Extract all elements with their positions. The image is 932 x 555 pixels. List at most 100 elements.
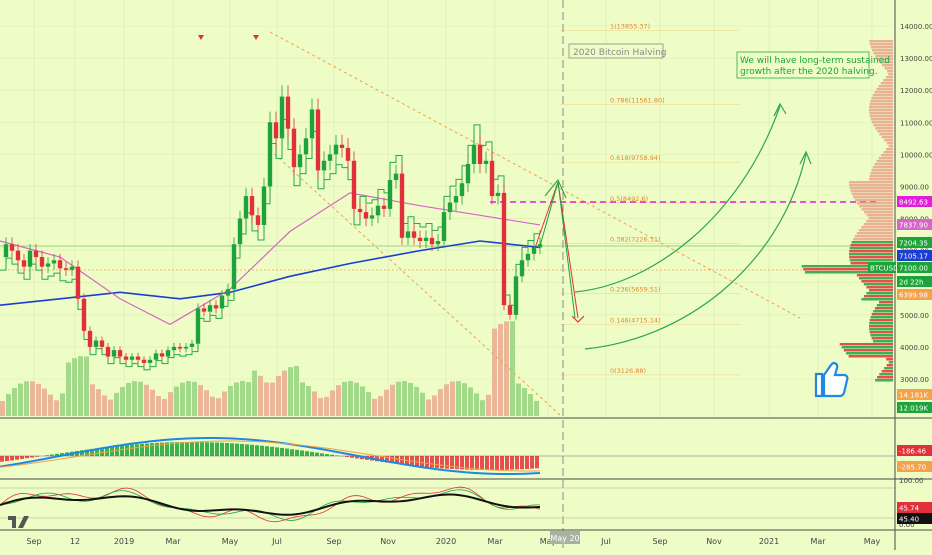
volume-profile-bar (870, 175, 893, 178)
macd-bar (505, 456, 509, 470)
volume-profile-bar (876, 88, 893, 91)
candle-body (364, 212, 368, 218)
macd-bar (15, 456, 19, 460)
macd-bar (430, 456, 434, 467)
volume-bar (408, 383, 413, 416)
candle-body (334, 145, 338, 155)
macd-bar (270, 447, 274, 456)
candle-body (10, 244, 14, 250)
volume-profile-bar (855, 199, 893, 202)
volume-bar (48, 395, 53, 416)
volume-bar (360, 386, 365, 416)
macd-bar (45, 455, 49, 456)
volume-profile-bar (864, 223, 893, 226)
volume-profile-bar (869, 289, 893, 292)
candle-body (184, 347, 188, 349)
volume-profile-bar (877, 376, 893, 379)
volume-profile-bar (869, 112, 893, 115)
volume-profile-bar (853, 238, 893, 241)
volume-bar (126, 383, 131, 416)
volume-bar (294, 366, 299, 416)
volume-bar (348, 381, 353, 416)
volume-bar (288, 367, 293, 416)
volume-profile-bar (877, 160, 893, 163)
candle-body (418, 238, 422, 241)
candle-body (196, 308, 200, 343)
volume-profile-bar (887, 70, 893, 73)
volume-bar (102, 395, 107, 416)
volume-bar (120, 387, 125, 416)
macd-bar (445, 456, 449, 469)
time-tick-label: Mar (487, 537, 503, 546)
volume-profile-bar (849, 250, 893, 253)
time-tick-label: Sep (326, 537, 341, 546)
macd-bar (175, 442, 179, 456)
note-line-1: We will have long-term sustained (740, 56, 890, 66)
volume-profile-bar (869, 106, 893, 109)
price-badge-label: 14.181K (899, 392, 928, 400)
candle-body (298, 154, 302, 167)
candle-body (400, 174, 404, 238)
macd-bar (5, 456, 9, 461)
volume-bar (486, 395, 491, 416)
candle-body (52, 260, 56, 263)
time-tick-label: Jul (271, 537, 282, 546)
volume-bar (42, 389, 47, 416)
candle-body (268, 122, 272, 186)
volume-profile-bar (842, 346, 893, 349)
volume-bar (6, 394, 11, 416)
macd-bar (290, 449, 294, 456)
time-tick-label: Nov (706, 537, 722, 546)
volume-profile-bar (864, 211, 893, 214)
time-tick-label: Nov (380, 537, 396, 546)
candle-body (286, 97, 290, 129)
candle-body (370, 215, 374, 218)
volume-profile-bar (872, 337, 893, 340)
volume-bar (534, 401, 539, 416)
macd-bar (135, 444, 139, 456)
volume-bar (462, 383, 467, 416)
volume-bar (318, 398, 323, 416)
candle-body (244, 196, 248, 218)
volume-bar (174, 387, 179, 416)
volume-profile-bar (872, 169, 893, 172)
macd-bar (485, 456, 489, 470)
volume-profile-bar (862, 208, 893, 211)
volume-bar (516, 384, 521, 416)
volume-bar (324, 397, 329, 416)
candle-body (442, 212, 446, 241)
macd-bar (200, 442, 204, 456)
volume-profile-bar (874, 52, 893, 55)
volume-profile-bar (873, 94, 893, 97)
macd-bar (470, 456, 474, 470)
volume-profile-bar (871, 118, 893, 121)
volume-bar (312, 391, 317, 416)
volume-profile-bar (875, 379, 893, 382)
volume-profile-bar (887, 364, 893, 367)
macd-bar (250, 445, 254, 456)
macd-bar (515, 456, 519, 469)
volume-profile-bar (869, 328, 893, 331)
macd-bar (20, 456, 24, 459)
candle-body (226, 289, 230, 295)
macd-bar (30, 456, 34, 457)
candle-body (100, 340, 104, 346)
macd-bar (345, 456, 349, 457)
volume-bar (198, 385, 203, 416)
volume-profile-bar (872, 121, 893, 124)
volume-bar (138, 382, 143, 416)
candle-body (124, 357, 128, 360)
volume-profile-bar (850, 247, 893, 250)
candle-body (208, 305, 212, 311)
volume-bar (366, 392, 371, 416)
fib-level-label: 0.146(4715.14) (610, 317, 661, 325)
time-tick-label: May (864, 537, 881, 546)
volume-bar (12, 388, 17, 416)
volume-profile-bar (886, 76, 893, 79)
volume-bar (270, 383, 275, 416)
macd-bar (350, 456, 354, 458)
volume-profile-bar (884, 67, 893, 70)
volume-profile-bar (873, 166, 893, 169)
